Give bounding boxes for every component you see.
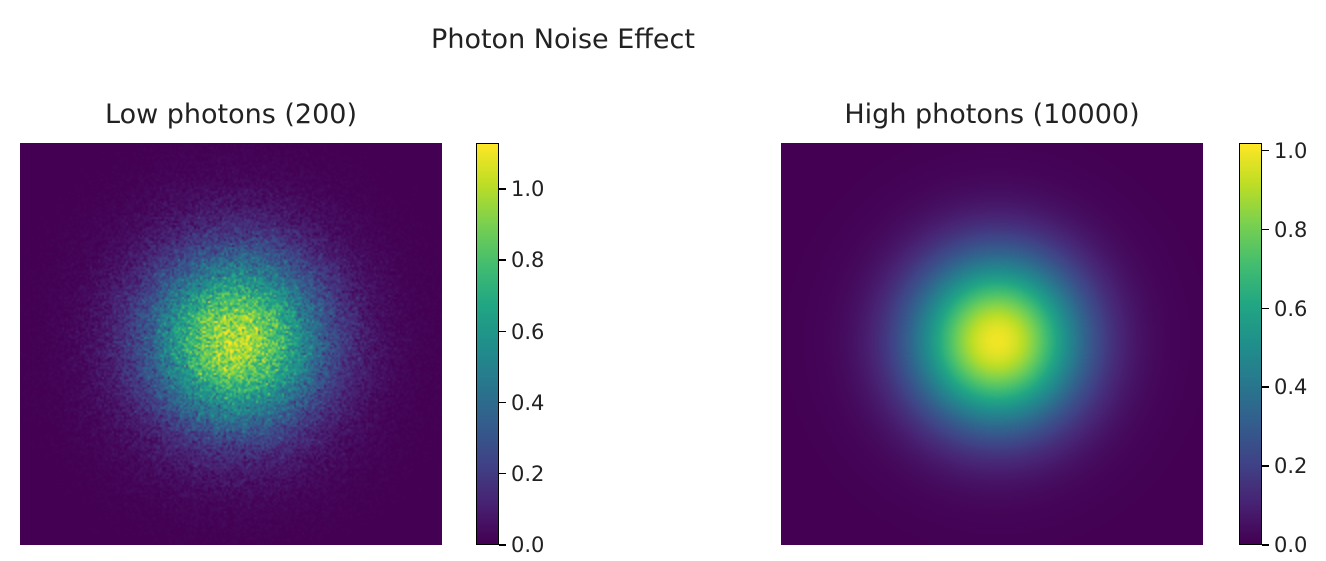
colorbar-tick-mark	[1262, 386, 1269, 388]
colorbar-tick-mark	[499, 401, 506, 404]
colorbar-tick-label: 0.8	[511, 248, 545, 273]
colorbar-tick-mark	[499, 188, 506, 190]
colorbar-tick-label: 0.4	[511, 390, 545, 415]
colorbar-gradient-low	[477, 144, 498, 544]
colorbar-high	[1239, 143, 1262, 545]
heatmap-low-photons	[20, 143, 442, 545]
colorbar-tick-mark	[1262, 149, 1269, 152]
colorbar-tick-label: 0.6	[1274, 296, 1308, 321]
colorbar-tick-mark	[499, 544, 506, 546]
colorbar-tick-label: 1.0	[511, 177, 545, 202]
panel-title-high: High photons (10000)	[844, 99, 1140, 130]
colorbar-tick-mark	[1262, 465, 1269, 467]
colorbar-tick-mark	[1262, 307, 1269, 310]
colorbar-tick-label: 0.2	[511, 461, 545, 486]
figure-suptitle: Photon Noise Effect	[431, 24, 695, 55]
colorbar-tick-label: 0.0	[1274, 533, 1308, 557]
colorbar-tick-mark	[1262, 228, 1269, 231]
colorbar-tick-label: 0.8	[1274, 217, 1308, 242]
colorbar-tick-label: 0.0	[511, 533, 545, 557]
colorbar-tick-mark	[499, 472, 506, 475]
colorbar-tick-label: 0.2	[1274, 454, 1308, 479]
colorbar-tick-label: 1.0	[1274, 138, 1308, 163]
colorbar-tick-mark	[499, 259, 506, 261]
panel-title-low: Low photons (200)	[105, 99, 357, 130]
colorbar-tick-label: 0.4	[1274, 375, 1308, 400]
colorbar-gradient-high	[1240, 144, 1261, 544]
colorbar-tick-label: 0.6	[511, 319, 545, 344]
heatmap-high-photons	[781, 143, 1203, 545]
colorbar-low	[476, 143, 499, 545]
heatmap-canvas-high	[781, 143, 1203, 545]
colorbar-tick-mark	[1262, 544, 1269, 546]
heatmap-canvas-low	[20, 143, 442, 545]
colorbar-tick-mark	[499, 330, 506, 333]
